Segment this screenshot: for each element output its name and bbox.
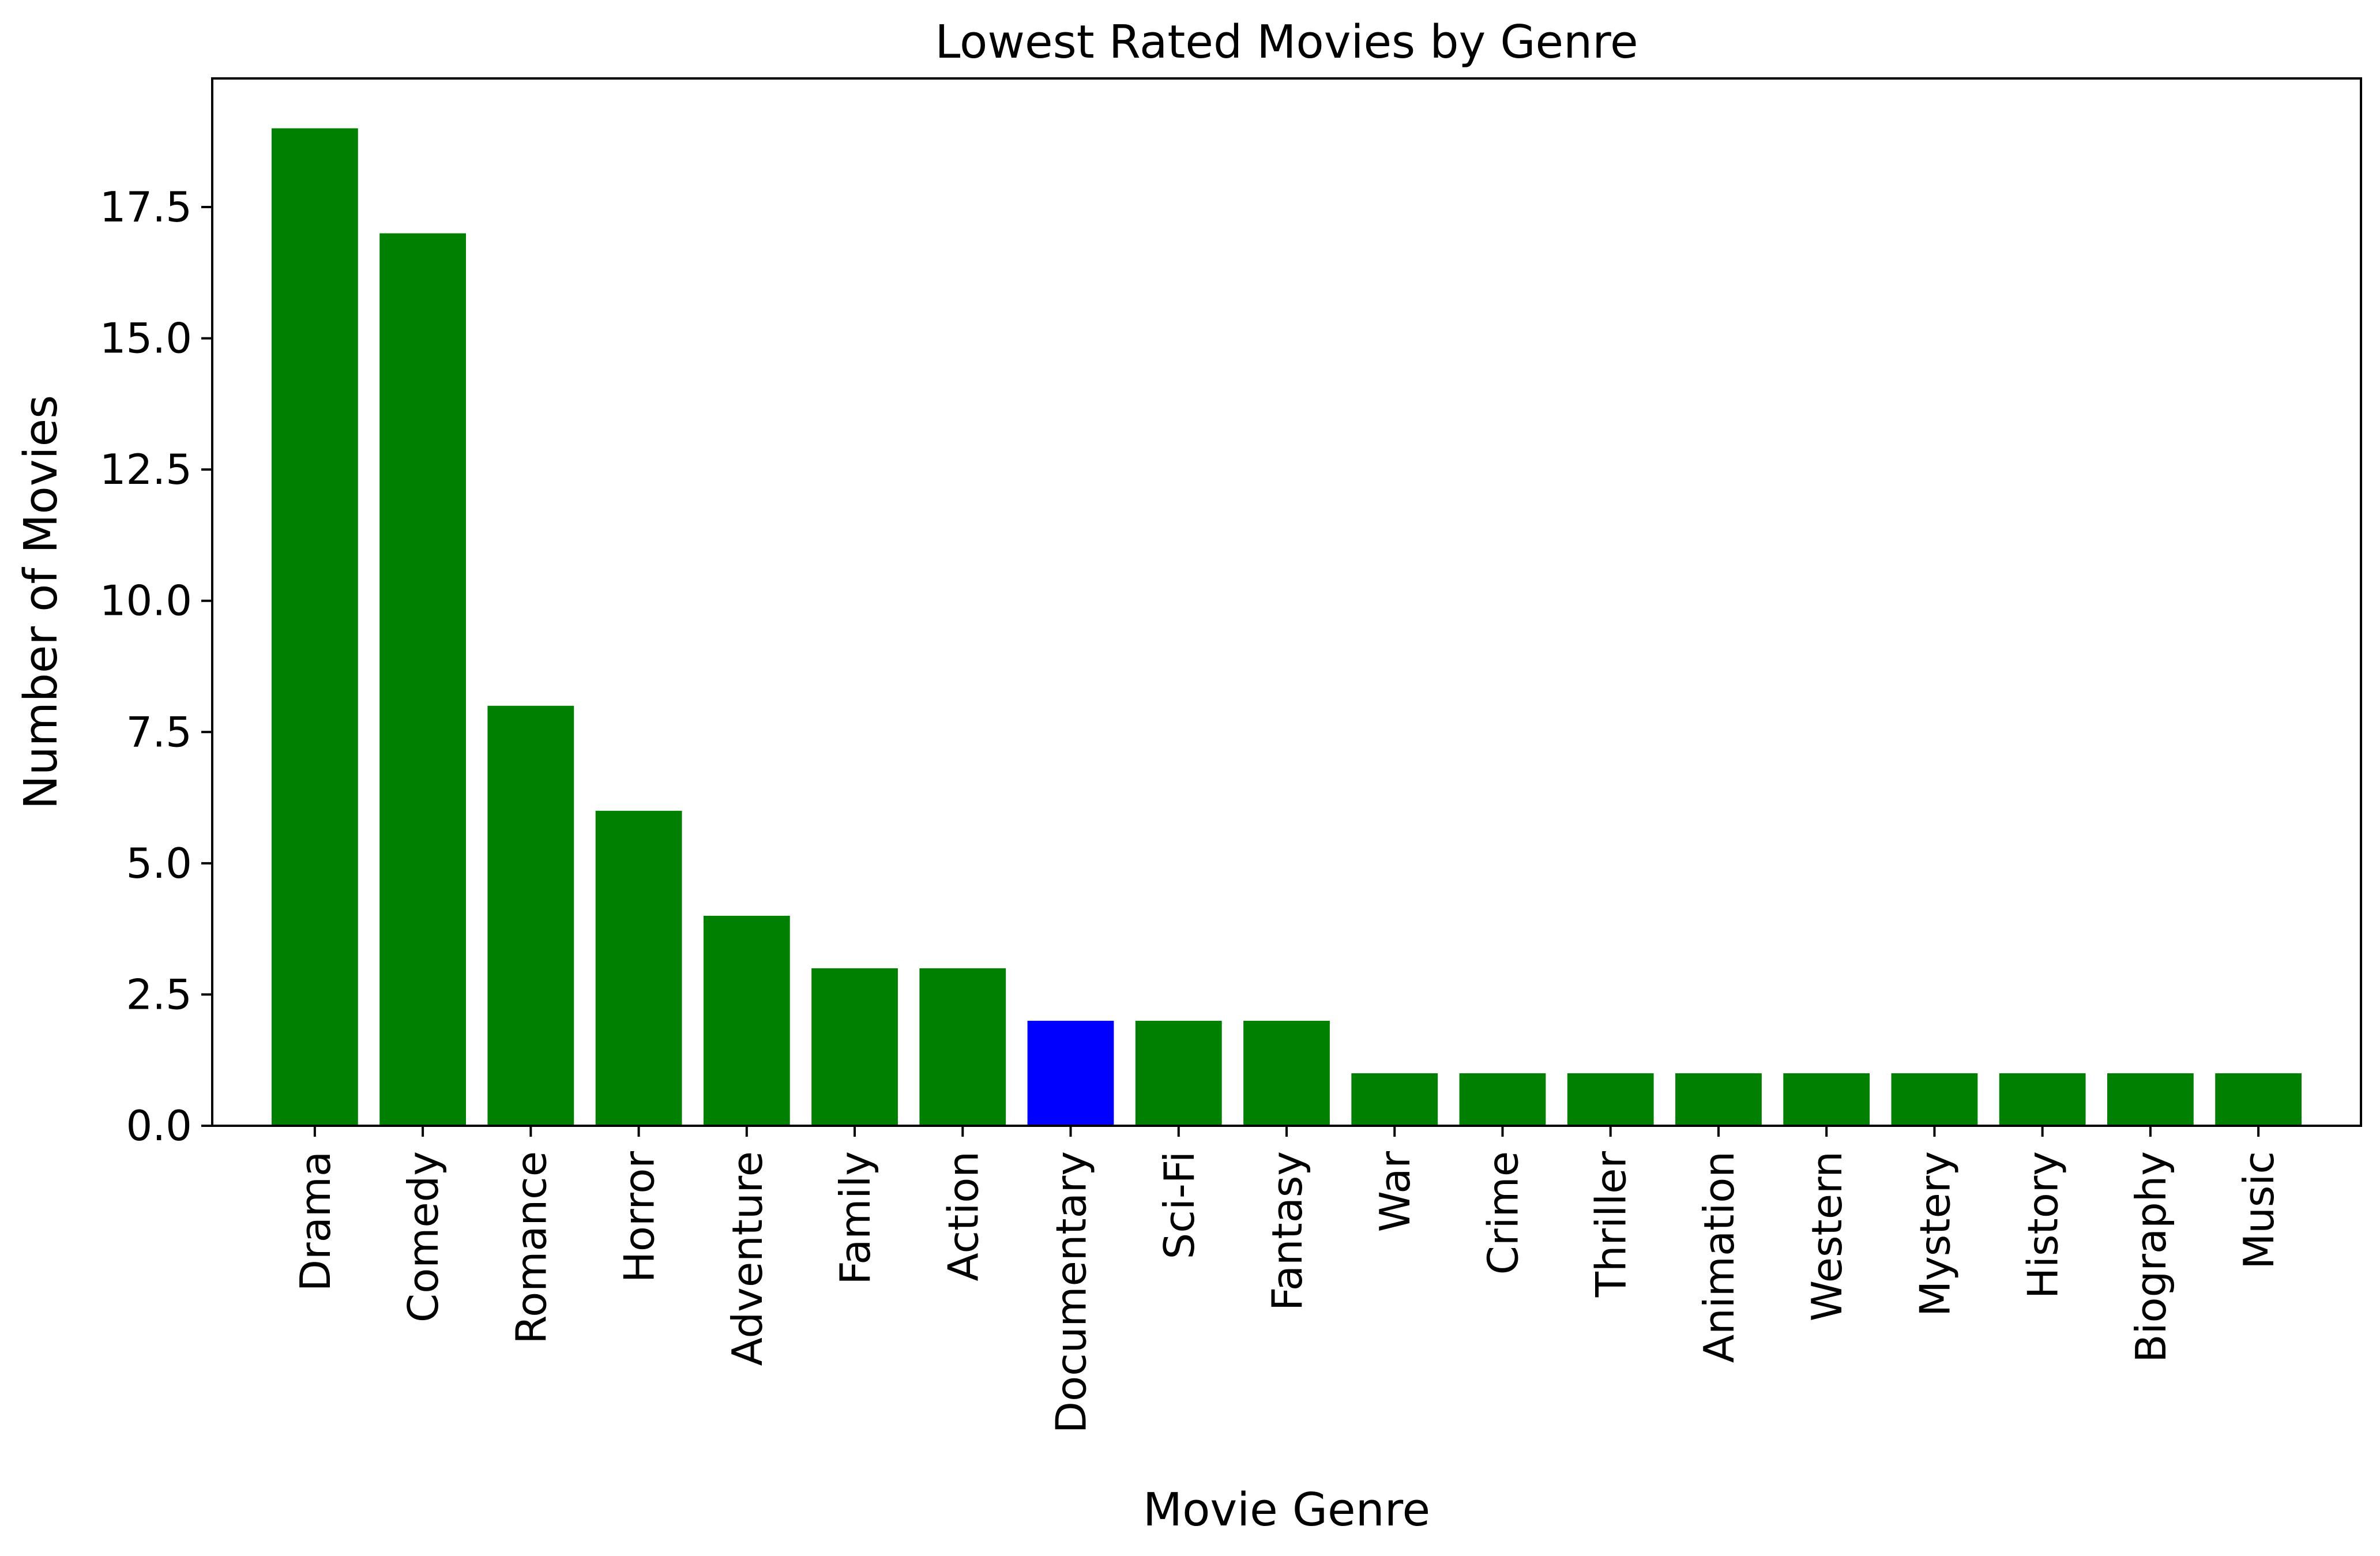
x-tick-label: Western [1803, 1151, 1851, 1321]
y-axis-ticks: 0.0 2.5 5.0 7.5 10.0 12.5 15.0 17.5 [100, 183, 212, 1150]
bar-family [811, 968, 898, 1126]
x-tick-label: Drama [291, 1151, 340, 1291]
y-tick-label: 12.5 [100, 445, 192, 494]
x-tick-label: Music [2235, 1151, 2283, 1269]
bar-horror [595, 810, 682, 1126]
y-tick-label: 5.0 [126, 839, 192, 888]
x-tick-label: Sci-Fi [1155, 1151, 1204, 1259]
y-tick-label: 10.0 [100, 577, 192, 625]
y-tick-label: 0.0 [126, 1102, 192, 1150]
bar-thriller [1567, 1073, 1654, 1126]
x-tick-label: Mystery [1911, 1151, 1959, 1317]
bar-drama [271, 128, 358, 1126]
y-tick-label: 17.5 [100, 183, 192, 231]
bar-action [919, 968, 1006, 1126]
bar-romance [487, 705, 574, 1126]
x-tick-label: Biography [2127, 1151, 2175, 1363]
x-tick-label: Family [831, 1151, 879, 1285]
x-tick-label: Thriller [1587, 1151, 1635, 1298]
bar-western [1783, 1073, 1870, 1126]
bar-music [2215, 1073, 2302, 1126]
bars-group [271, 128, 2302, 1126]
x-tick-label: War [1371, 1151, 1419, 1232]
x-axis-ticks: Drama Comedy Romance Horror Adventure Family A… [291, 1126, 2283, 1433]
chart-title: Lowest Rated Movies by Genre [935, 16, 1638, 69]
bar-sci-fi [1135, 1020, 1222, 1126]
x-tick-label: Documentary [1047, 1151, 1096, 1433]
x-tick-label: Action [939, 1151, 987, 1281]
bar-war [1351, 1073, 1438, 1126]
bar-comedy [379, 233, 467, 1126]
x-tick-label: Horror [615, 1151, 664, 1283]
y-axis-label: Number of Movies [14, 395, 67, 810]
y-tick-label: 7.5 [126, 708, 192, 756]
bar-documentary [1027, 1020, 1114, 1126]
bar-crime [1459, 1073, 1546, 1126]
bar-mystery [1891, 1073, 1978, 1126]
x-tick-label: History [2019, 1151, 2067, 1299]
bar-adventure [703, 915, 790, 1126]
x-tick-label: Crime [1479, 1151, 1527, 1275]
bar-animation [1675, 1073, 1762, 1126]
plot-frame [211, 77, 2362, 1127]
x-tick-label: Fantasy [1263, 1151, 1311, 1311]
x-tick-label: Adventure [723, 1151, 772, 1366]
x-tick-label: Animation [1695, 1151, 1743, 1363]
y-tick-label: 2.5 [126, 970, 192, 1018]
bar-fantasy [1243, 1020, 1330, 1126]
y-tick-label: 15.0 [100, 314, 192, 363]
x-tick-label: Comedy [399, 1151, 448, 1322]
bar-history [1999, 1073, 2086, 1126]
bar-biography [2107, 1073, 2194, 1126]
x-axis-label: Movie Genre [1143, 1483, 1430, 1536]
x-tick-label: Romance [507, 1151, 555, 1344]
